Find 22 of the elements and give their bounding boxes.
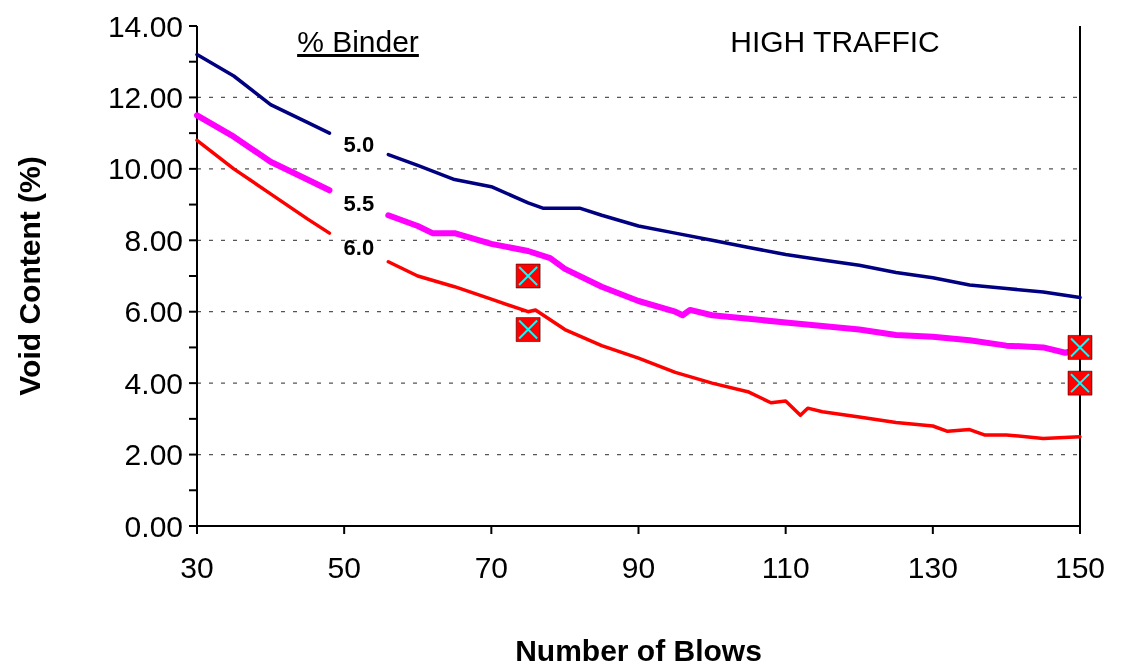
y-tick-label: 2.00: [124, 438, 183, 472]
x-axis-title: Number of Blows: [515, 634, 762, 667]
series-label: 6.0: [343, 235, 375, 261]
y-tick-label: 14.00: [107, 9, 183, 43]
x-tick-label: 150: [1054, 551, 1106, 584]
x-tick-label: 30: [180, 551, 214, 584]
annotation: HIGH TRAFFIC: [730, 25, 940, 58]
y-axis-title: Void Content (%): [13, 156, 46, 396]
y-tick-label: 8.00: [124, 223, 183, 257]
y-tick-label: 10.00: [107, 152, 183, 186]
series-label: 5.0: [343, 131, 375, 157]
series-label: 5.5: [343, 190, 375, 216]
y-tick-label: 0.00: [124, 509, 183, 543]
y-tick-label: 6.00: [124, 295, 183, 329]
x-tick-label: 50: [327, 551, 361, 584]
x-tick-label: 90: [621, 551, 656, 584]
x-tick-label: 110: [761, 551, 810, 584]
x-tick-label: 130: [907, 551, 958, 584]
y-tick-label: 12.00: [107, 80, 183, 114]
x-tick-label: 70: [474, 551, 509, 584]
y-tick-label: 4.00: [124, 366, 183, 400]
legend-title: % Binder: [297, 25, 419, 58]
